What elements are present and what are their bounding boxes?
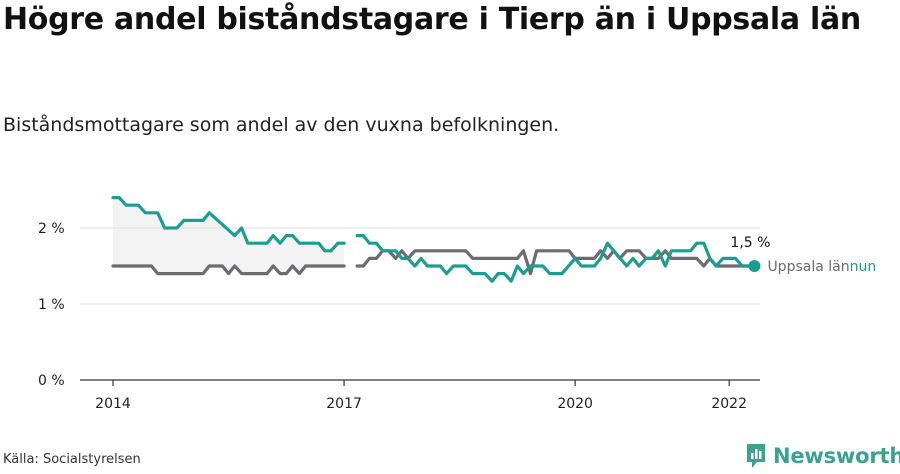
chart-title: Högre andel biståndstagare i Tierp än i … [3,2,861,37]
y-tick-label: 1 % [38,297,65,313]
series-lines [111,196,761,283]
chart-subtitle: Biståndsmottagare som andel av den vuxna… [3,114,560,136]
chart-labels: 1,5 % Uppsala lännun [730,235,876,275]
x-tick-label: 2020 [557,396,593,412]
series-end-point-tierp [748,260,761,272]
x-tick-label: 2022 [711,396,747,412]
axes: 2014 2017 2020 2022 [80,379,760,412]
brand-logo[interactable]: Newsworthy [745,442,900,470]
series-line-tierp [111,196,346,253]
series-line-tierp [355,234,751,283]
gap-band [113,197,345,274]
end-value-annotation: 1,5 % [730,235,770,251]
y-tick-label: 2 % [38,221,65,237]
newsworthy-logo-icon [747,444,765,468]
brand-name: Newsworthy [773,444,900,468]
source-note: Källa: Socialstyrelsen [3,452,141,467]
series-line-uppsala [355,249,751,276]
gap-band-layer [113,197,345,274]
x-tick-label: 2017 [326,396,362,412]
series-end-labels: Uppsala lännun [767,259,876,275]
series-end-label-uppsala: Uppsala län [767,259,849,275]
series-end-label-tierp: nun [850,259,877,275]
series-line-uppsala [111,264,346,276]
x-tick-label: 2014 [95,396,131,412]
y-tick-label: 0 % [38,373,65,389]
